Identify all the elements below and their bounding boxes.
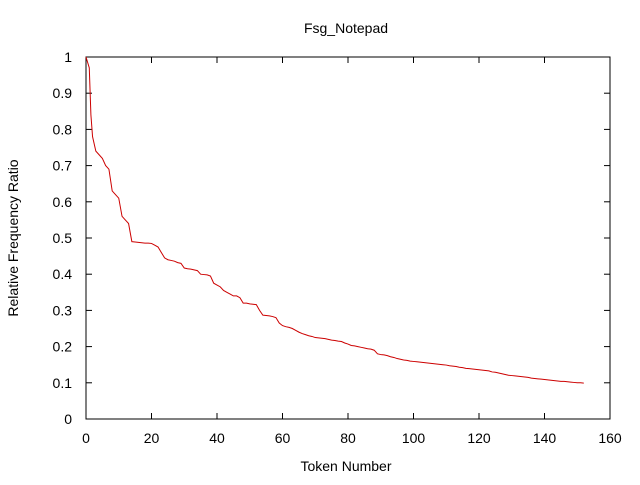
y-tick-label: 0.7: [53, 158, 73, 174]
y-tick-label: 0.5: [53, 230, 73, 246]
x-tick-label: 60: [275, 430, 291, 446]
y-tick-label: 1: [64, 49, 72, 65]
y-tick-label: 0.8: [53, 121, 73, 137]
y-axis-ticks: 0 0.1 0.2 0.3 0.4 0.5 0.6 0.7 0.8 0.9 1: [53, 49, 610, 427]
y-tick-label: 0.1: [53, 375, 73, 391]
series-group: [85, 56, 584, 384]
y-tick-label: 0.4: [53, 266, 73, 282]
x-tick-label: 0: [82, 430, 90, 446]
x-tick-label: 80: [340, 430, 356, 446]
x-tick-label: 40: [209, 430, 225, 446]
x-tick-label: 120: [467, 430, 491, 446]
y-tick-label: 0.9: [53, 85, 73, 101]
x-tick-label: 100: [402, 430, 426, 446]
y-tick-label: 0.6: [53, 194, 73, 210]
y-axis-label: Relative Frequency Ratio: [5, 159, 21, 316]
y-tick-label: 0.2: [53, 339, 73, 355]
x-tick-label: 20: [144, 430, 160, 446]
x-tick-label: 140: [533, 430, 557, 446]
y-tick-label: 0.3: [53, 302, 73, 318]
x-axis-ticks: 0 20 40 60 80 100 120 140 160: [82, 57, 622, 446]
x-axis-label: Token Number: [300, 458, 391, 474]
x-tick-label: 160: [598, 430, 622, 446]
y-tick-label: 0: [64, 411, 72, 427]
chart-title: Fsg_Notepad: [304, 20, 388, 36]
series-line: [85, 56, 584, 384]
